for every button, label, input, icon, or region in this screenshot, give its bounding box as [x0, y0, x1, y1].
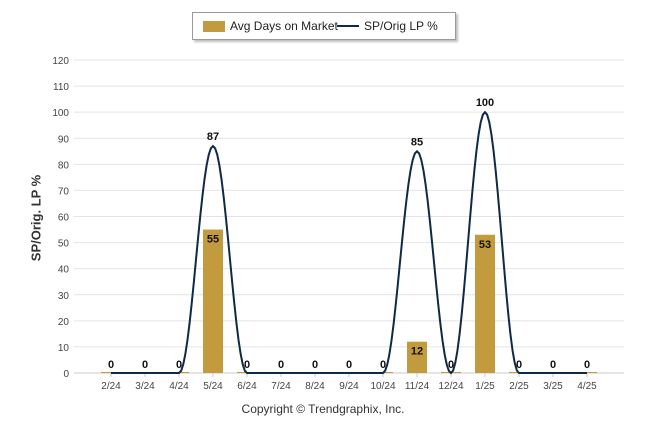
y-tick-label: 0	[63, 369, 69, 380]
x-tick-label: 6/24	[237, 381, 257, 392]
y-tick-label: 70	[58, 186, 70, 197]
x-tick-label: 3/25	[543, 381, 563, 392]
chart-legend: Avg Days on Market SP/Orig LP %	[192, 12, 456, 40]
line-data-label: 100	[476, 97, 494, 109]
copyright-text: Copyright © Trendgraphix, Inc.	[241, 402, 405, 416]
y-tick-label: 100	[52, 108, 69, 119]
bar-data-label: 0	[176, 359, 182, 371]
bar-data-label: 0	[550, 359, 556, 371]
y-tick-label: 110	[53, 82, 69, 93]
bar-data-label: 0	[312, 359, 318, 371]
sp-orig-line	[111, 110, 587, 375]
y-tick-label: 120	[52, 56, 69, 67]
y-tick-label: 50	[58, 239, 70, 250]
y-tick-label: 40	[58, 265, 70, 276]
legend-item-avg-days: Avg Days on Market	[203, 19, 338, 33]
x-tick-label: 12/24	[438, 381, 463, 392]
bar-data-label: 0	[516, 359, 522, 371]
x-tick-label: 4/25	[577, 381, 597, 392]
legend-label-sp-orig: SP/Orig LP %	[364, 19, 438, 33]
y-tick-label: 30	[58, 291, 70, 302]
bar-data-label: 0	[584, 359, 590, 371]
bar-data-label: 0	[142, 359, 148, 371]
x-tick-label: 11/24	[405, 381, 430, 392]
bar	[203, 229, 223, 373]
bar-data-label: 53	[479, 239, 491, 251]
y-tick-label: 60	[58, 213, 70, 224]
x-tick-label: 8/24	[305, 381, 325, 392]
y-tick-label: 90	[58, 134, 70, 145]
x-tick-label: 3/24	[135, 381, 155, 392]
legend-swatch-bar	[203, 20, 225, 32]
bar	[407, 341, 427, 373]
bar	[475, 234, 495, 373]
legend-label-avg-days: Avg Days on Market	[230, 19, 338, 33]
bar-data-label: 0	[380, 359, 386, 371]
x-tick-label: 2/24	[101, 381, 121, 392]
x-tick-label: 1/25	[475, 381, 495, 392]
bar-data-label: 0	[244, 359, 250, 371]
y-tick-label: 20	[58, 317, 70, 328]
legend-swatch-line	[337, 25, 359, 27]
bar-data-label: 55	[207, 234, 219, 246]
x-tick-label: 9/24	[339, 381, 359, 392]
line-data-label: 85	[411, 136, 423, 148]
line-data-label: 87	[207, 131, 219, 143]
bar-data-label: 12	[411, 346, 423, 358]
bar-data-label: 0	[448, 359, 454, 371]
x-tick-label: 10/24	[370, 381, 395, 392]
y-tick-label: 80	[58, 160, 70, 171]
bar-data-label: 0	[346, 359, 352, 371]
x-tick-label: 7/24	[271, 381, 291, 392]
y-tick-label: 10	[58, 343, 70, 354]
bar-data-label: 0	[278, 359, 284, 371]
bar-data-label: 0	[108, 359, 114, 371]
legend-item-sp-orig: SP/Orig LP %	[337, 19, 438, 33]
x-tick-label: 2/25	[509, 381, 529, 392]
x-tick-label: 5/24	[203, 381, 223, 392]
x-tick-label: 4/24	[169, 381, 189, 392]
